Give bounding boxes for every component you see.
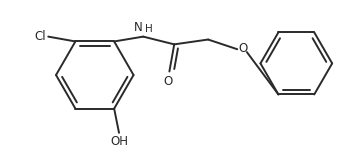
Text: N: N bbox=[134, 21, 142, 34]
Text: O: O bbox=[164, 75, 173, 88]
Text: OH: OH bbox=[110, 135, 128, 148]
Text: O: O bbox=[238, 42, 248, 55]
Text: H: H bbox=[145, 24, 153, 34]
Text: Cl: Cl bbox=[35, 30, 46, 43]
